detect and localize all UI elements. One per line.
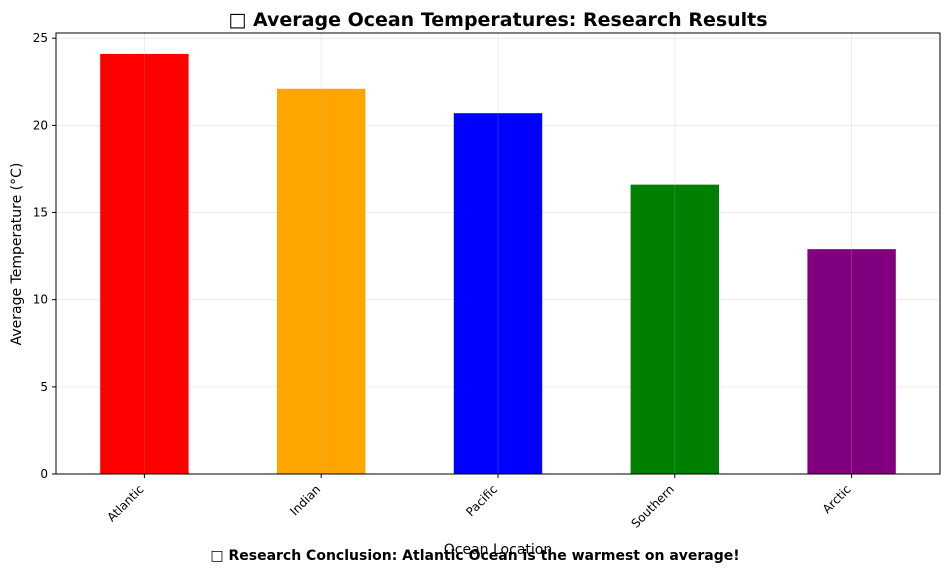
bar-arctic (807, 249, 896, 474)
x-tick-label: Indian (287, 482, 323, 518)
x-tick-label: Southern (628, 482, 677, 531)
y-tick-label: 5 (40, 380, 48, 394)
bars (100, 33, 896, 475)
x-axis-ticks: Atlantic Indian Pacific Southern Arctic (104, 474, 854, 531)
y-tick-label: 25 (33, 31, 48, 45)
x-tick-label: Pacific (463, 482, 500, 519)
x-tick-label: Atlantic (104, 482, 146, 524)
x-axis-label: Ocean Location (444, 542, 552, 558)
y-tick-label: 15 (33, 206, 48, 220)
research-conclusion: □ Research Conclusion: Atlantic Ocean is… (210, 548, 739, 564)
y-tick-label: 0 (40, 467, 48, 481)
bar-indian (277, 88, 366, 474)
y-axis-ticks: 0 5 10 15 20 25 (33, 31, 56, 481)
bar-southern (630, 184, 719, 474)
chart-title: □ Average Ocean Temperatures: Research R… (228, 9, 767, 31)
x-tick-label: Arctic (820, 482, 854, 516)
y-tick-label: 20 (33, 118, 48, 132)
y-tick-label: 10 (33, 293, 48, 307)
y-axis-label: Average Temperature (°C) (9, 163, 25, 346)
bar-pacific (453, 113, 543, 474)
bar-atlantic (100, 53, 189, 475)
